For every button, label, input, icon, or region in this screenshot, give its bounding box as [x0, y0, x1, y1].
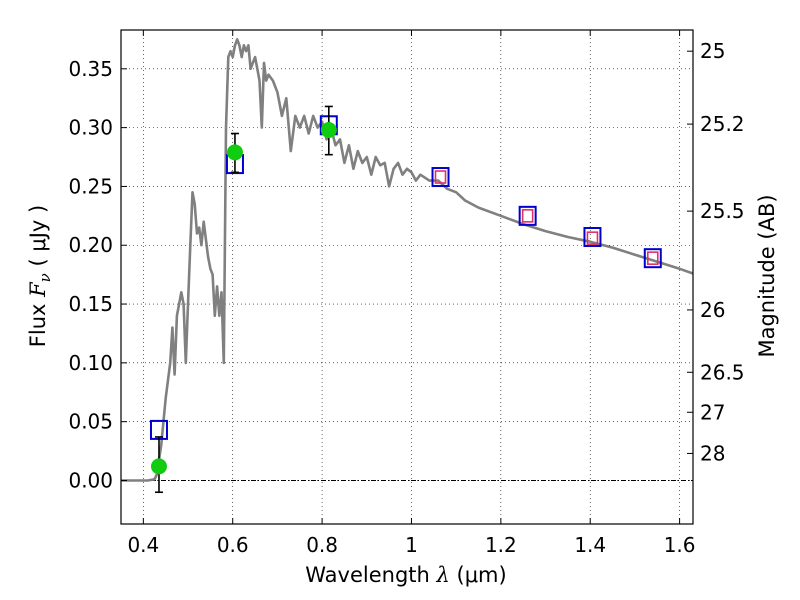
x-axis-label-unit: (μm)	[450, 563, 507, 587]
y2-tick-label: 26.5	[700, 360, 745, 384]
y2-tick-label: 27	[700, 400, 725, 424]
model-photometry-marker	[434, 170, 447, 184]
detection-marker	[226, 144, 243, 161]
model-sed-line	[121, 38, 693, 482]
grid	[121, 30, 693, 524]
x-tick-label: 0.6	[217, 533, 249, 557]
detection-marker	[320, 121, 337, 138]
y-tick-label: 0.30	[68, 116, 113, 140]
y2-tick-label: 25	[700, 39, 725, 63]
x-tick-label: 0.8	[306, 533, 338, 557]
y2-axis-ticks: 25 25.2 25.5 26 26.5 27 28	[687, 39, 745, 465]
observed-photometry-marker	[518, 205, 537, 226]
x-tick-label: 1	[405, 533, 418, 557]
x-tick-label: 1.2	[485, 533, 517, 557]
plot-frame	[120, 29, 694, 525]
y-tick-label: 0.10	[68, 351, 113, 375]
y-tick-label: 0.20	[68, 233, 113, 257]
x-axis-ticks: 0.4 0.6 0.8 1 1.2 1.4 1.6	[127, 30, 696, 557]
y-tick-label: 0.05	[68, 410, 113, 434]
y-axis-ticks: 0.00 0.05 0.10 0.15 0.20 0.25 0.30 0.35	[68, 57, 127, 492]
y-axis-label-symbol: F	[26, 281, 50, 298]
y-axis-label: Flux Fν ( μJy )	[26, 205, 54, 347]
y-axis-label-unit: ( μJy )	[26, 205, 50, 273]
y-tick-label: 0.35	[68, 57, 113, 81]
model-photometry-marker	[521, 209, 534, 223]
y2-tick-label: 25.2	[700, 112, 745, 136]
model-photometry-marker	[646, 251, 659, 265]
model-photometry-marker	[586, 231, 599, 245]
observed-photometry-marker	[583, 227, 602, 248]
y2-tick-label: 28	[700, 441, 725, 465]
observed-photometry-marker	[643, 248, 662, 269]
x-tick-label: 0.4	[127, 533, 159, 557]
x-tick-label: 1.4	[574, 533, 606, 557]
x-axis-label-prefix: Wavelength	[305, 563, 436, 587]
y-tick-label: 0.25	[68, 174, 113, 198]
y-tick-label: 0.00	[68, 468, 113, 492]
y-axis-label-subscript: ν	[36, 273, 54, 282]
y2-tick-label: 25.5	[700, 199, 745, 223]
x-axis-label-symbol: λ	[436, 563, 450, 587]
observed-photometry-marker	[431, 167, 450, 188]
plot-area	[121, 38, 693, 494]
detection-marker	[150, 458, 167, 475]
y-tick-label: 0.15	[68, 292, 113, 316]
y-axis-label-prefix: Flux	[26, 297, 50, 347]
y2-tick-label: 26	[700, 298, 725, 322]
x-tick-label: 1.6	[664, 533, 696, 557]
x-axis-label: Wavelength λ (μm)	[305, 563, 506, 587]
y2-axis-label: Magnitude (AB)	[755, 194, 779, 357]
